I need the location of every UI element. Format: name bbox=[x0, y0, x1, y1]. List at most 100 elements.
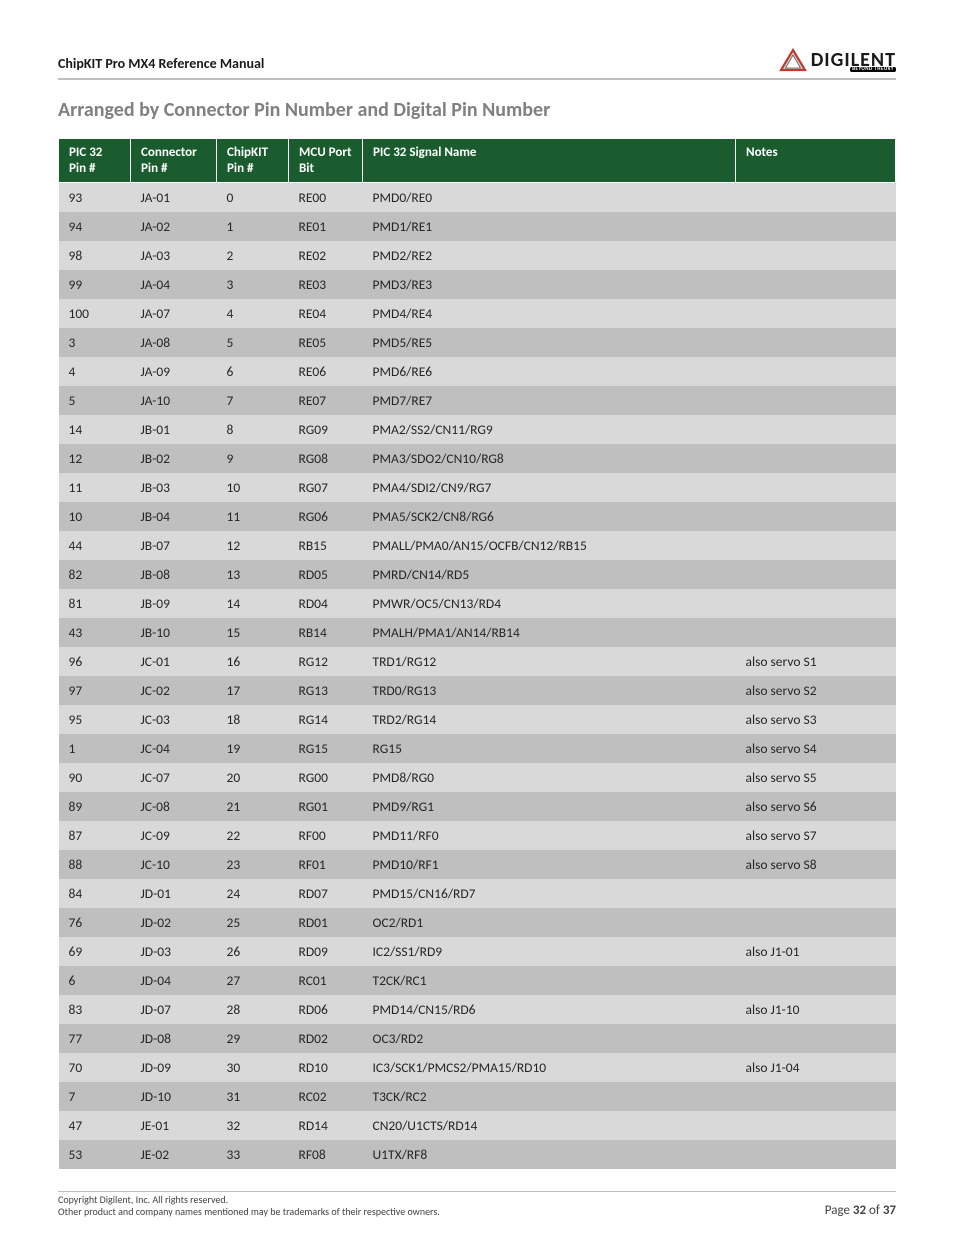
table-cell: 53 bbox=[59, 1140, 131, 1169]
table-cell: 95 bbox=[59, 705, 131, 734]
table-cell: 20 bbox=[217, 763, 289, 792]
table-cell: 89 bbox=[59, 792, 131, 821]
table-cell: RG12 bbox=[289, 647, 363, 676]
table-cell: 13 bbox=[217, 560, 289, 589]
col-header-chipkit: ChipKIT Pin # bbox=[217, 139, 289, 183]
table-cell: 21 bbox=[217, 792, 289, 821]
table-cell: 33 bbox=[217, 1140, 289, 1169]
table-cell: IC2/SS1/RD9 bbox=[363, 937, 736, 966]
table-cell: also J1-01 bbox=[736, 937, 896, 966]
table-cell: RG13 bbox=[289, 676, 363, 705]
col-header-portbit: MCU Port Bit bbox=[289, 139, 363, 183]
table-cell: JB-04 bbox=[131, 502, 217, 531]
table-cell: 18 bbox=[217, 705, 289, 734]
table-row: 83JD-0728RD06PMD14/CN15/RD6also J1-10 bbox=[59, 995, 896, 1024]
table-cell bbox=[736, 879, 896, 908]
table-cell: JA-03 bbox=[131, 241, 217, 270]
table-cell: 7 bbox=[59, 1082, 131, 1111]
table-cell: RD09 bbox=[289, 937, 363, 966]
table-cell: JE-02 bbox=[131, 1140, 217, 1169]
table-cell: JD-04 bbox=[131, 966, 217, 995]
table-row: 81JB-0914RD04PMWR/OC5/CN13/RD4 bbox=[59, 589, 896, 618]
section-title: Arranged by Connector Pin Number and Dig… bbox=[58, 98, 896, 122]
table-cell: JB-09 bbox=[131, 589, 217, 618]
table-cell: 97 bbox=[59, 676, 131, 705]
table-cell: PMD15/CN16/RD7 bbox=[363, 879, 736, 908]
table-cell: 28 bbox=[217, 995, 289, 1024]
table-cell: OC3/RD2 bbox=[363, 1024, 736, 1053]
table-cell: T3CK/RC2 bbox=[363, 1082, 736, 1111]
table-cell: JB-08 bbox=[131, 560, 217, 589]
table-cell: JB-10 bbox=[131, 618, 217, 647]
table-cell: JC-07 bbox=[131, 763, 217, 792]
table-cell bbox=[736, 560, 896, 589]
table-row: 90JC-0720RG00PMD8/RG0also servo S5 bbox=[59, 763, 896, 792]
table-cell: 23 bbox=[217, 850, 289, 879]
page-current: 32 bbox=[853, 1203, 866, 1218]
table-cell: 90 bbox=[59, 763, 131, 792]
table-cell bbox=[736, 473, 896, 502]
table-cell bbox=[736, 908, 896, 937]
table-cell: also servo S2 bbox=[736, 676, 896, 705]
table-cell: 25 bbox=[217, 908, 289, 937]
logo-tagline: BEYOND THEORY bbox=[850, 67, 896, 72]
table-row: 53JE-0233RF08U1TX/RF8 bbox=[59, 1140, 896, 1169]
table-cell: 94 bbox=[59, 212, 131, 241]
table-row: 10JB-0411RG06PMA5/SCK2/CN8/RG6 bbox=[59, 502, 896, 531]
table-row: 94JA-021RE01PMD1/RE1 bbox=[59, 212, 896, 241]
table-cell: also servo S1 bbox=[736, 647, 896, 676]
table-cell: JC-09 bbox=[131, 821, 217, 850]
table-cell: JA-10 bbox=[131, 386, 217, 415]
table-cell: PMRD/CN14/RD5 bbox=[363, 560, 736, 589]
table-cell: U1TX/RF8 bbox=[363, 1140, 736, 1169]
table-cell: 0 bbox=[217, 183, 289, 213]
table-cell: PMD0/RE0 bbox=[363, 183, 736, 213]
table-cell: IC3/SCK1/PMCS2/PMA15/RD10 bbox=[363, 1053, 736, 1082]
table-cell: 19 bbox=[217, 734, 289, 763]
table-cell: 22 bbox=[217, 821, 289, 850]
table-cell: PMA4/SDI2/CN9/RG7 bbox=[363, 473, 736, 502]
table-cell: JD-01 bbox=[131, 879, 217, 908]
table-cell bbox=[736, 357, 896, 386]
table-cell: RD14 bbox=[289, 1111, 363, 1140]
table-body: 93JA-010RE00PMD0/RE094JA-021RE01PMD1/RE1… bbox=[59, 183, 896, 1170]
table-cell: 82 bbox=[59, 560, 131, 589]
table-cell bbox=[736, 618, 896, 647]
table-cell: 12 bbox=[217, 531, 289, 560]
table-cell: 7 bbox=[217, 386, 289, 415]
table-cell: 88 bbox=[59, 850, 131, 879]
table-cell: PMD3/RE3 bbox=[363, 270, 736, 299]
table-cell: 6 bbox=[217, 357, 289, 386]
table-cell: 26 bbox=[217, 937, 289, 966]
table-cell: 31 bbox=[217, 1082, 289, 1111]
table-cell: RE05 bbox=[289, 328, 363, 357]
table-cell: RG01 bbox=[289, 792, 363, 821]
table-row: 6JD-0427RC01T2CK/RC1 bbox=[59, 966, 896, 995]
table-cell bbox=[736, 386, 896, 415]
footer-legal: Copyright Digilent, Inc. All rights rese… bbox=[58, 1194, 440, 1218]
table-cell: also servo S7 bbox=[736, 821, 896, 850]
table-cell: RE02 bbox=[289, 241, 363, 270]
table-cell: RG06 bbox=[289, 502, 363, 531]
table-row: 47JE-0132RD14CN20/U1CTS/RD14 bbox=[59, 1111, 896, 1140]
table-cell: 47 bbox=[59, 1111, 131, 1140]
table-cell: RG00 bbox=[289, 763, 363, 792]
table-cell: also servo S3 bbox=[736, 705, 896, 734]
table-cell: 11 bbox=[59, 473, 131, 502]
table-cell: 87 bbox=[59, 821, 131, 850]
table-cell: PMD14/CN15/RD6 bbox=[363, 995, 736, 1024]
table-cell: also servo S6 bbox=[736, 792, 896, 821]
page-footer: Copyright Digilent, Inc. All rights rese… bbox=[58, 1191, 896, 1218]
table-cell: RD06 bbox=[289, 995, 363, 1024]
table-cell: JC-03 bbox=[131, 705, 217, 734]
table-cell: 10 bbox=[59, 502, 131, 531]
table-cell: RB15 bbox=[289, 531, 363, 560]
table-cell: JC-08 bbox=[131, 792, 217, 821]
table-cell bbox=[736, 444, 896, 473]
digilent-logo: DIGILENT BEYOND THEORY bbox=[779, 48, 896, 72]
table-cell: 4 bbox=[59, 357, 131, 386]
pinout-table: PIC 32 Pin # Connector Pin # ChipKIT Pin… bbox=[58, 138, 896, 1169]
table-cell: 10 bbox=[217, 473, 289, 502]
table-cell: JA-02 bbox=[131, 212, 217, 241]
table-cell: PMD4/RE4 bbox=[363, 299, 736, 328]
